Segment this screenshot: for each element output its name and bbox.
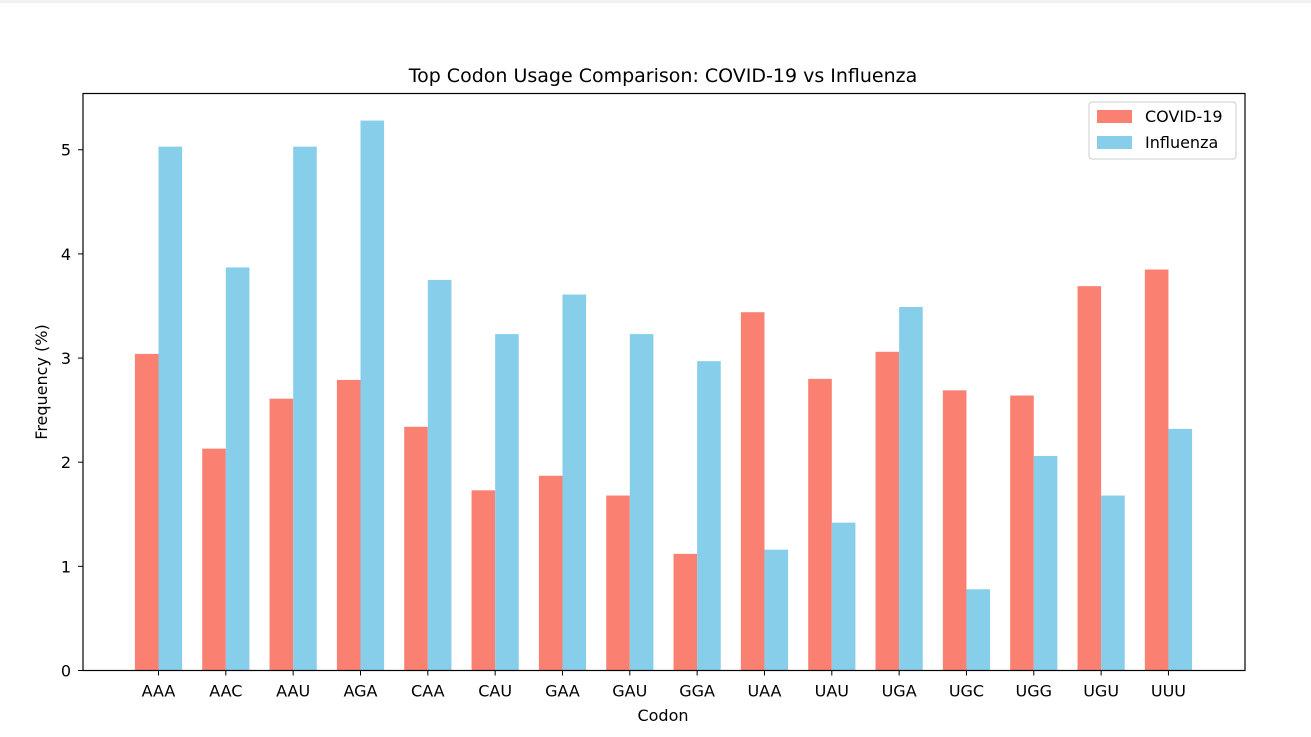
bar-covid-CAA xyxy=(404,426,428,671)
x-tick-label: GAA xyxy=(545,682,580,701)
x-tick-label: AAA xyxy=(142,682,176,701)
bars-group xyxy=(134,120,1193,671)
x-tick-label: UAA xyxy=(747,682,781,701)
bar-influenza-UGG xyxy=(1033,455,1058,671)
bar-influenza-UGC xyxy=(966,589,991,671)
x-tick-label: AGA xyxy=(343,682,377,701)
bar-covid-GGA xyxy=(673,553,698,671)
x-tick-label: UGG xyxy=(1016,682,1053,701)
bar-influenza-AAC xyxy=(225,267,250,671)
x-tick-label: CAA xyxy=(411,682,445,701)
y-tick-label: 1 xyxy=(61,557,71,576)
bar-influenza-GGA xyxy=(697,361,721,671)
x-tick-label: UAU xyxy=(815,682,849,701)
window-top-strip xyxy=(0,0,1311,3)
x-tick-label: UGA xyxy=(882,682,917,701)
bar-influenza-UGA xyxy=(899,307,923,671)
legend-swatch-influenza xyxy=(1097,136,1132,149)
x-tick-label: AAC xyxy=(209,682,242,701)
bar-covid-UAU xyxy=(808,378,832,671)
bar-covid-UGC xyxy=(942,390,967,671)
y-tick-label: 5 xyxy=(61,141,71,160)
x-axis-label: Codon xyxy=(637,706,688,725)
bar-covid-AGA xyxy=(336,379,361,671)
bar-influenza-UAU xyxy=(831,522,856,671)
bar-covid-CAU xyxy=(471,490,496,671)
bar-influenza-UGU xyxy=(1101,495,1125,671)
x-tick-label: AAU xyxy=(276,682,310,701)
legend: COVID-19 Influenza xyxy=(1088,101,1237,160)
bar-covid-AAC xyxy=(202,448,226,671)
legend-label-influenza: Influenza xyxy=(1145,133,1218,152)
bar-covid-AAA xyxy=(134,353,159,671)
x-tick-label: UGC xyxy=(949,682,984,701)
y-axis-label: Frequency (%) xyxy=(32,324,51,439)
bar-influenza-UUU xyxy=(1168,428,1193,671)
bar-influenza-UAA xyxy=(764,549,789,671)
x-tick-label: UGU xyxy=(1083,682,1119,701)
bar-covid-UGU xyxy=(1077,286,1102,671)
bar-covid-GAA xyxy=(538,475,563,671)
bar-covid-AAU xyxy=(269,398,294,671)
x-axis-ticks: AAA AAC AAU AGA CAA CAU GAA GAU GGA UAA UAU UGA UGC U… xyxy=(142,670,1186,701)
bar-influenza-CAU xyxy=(495,334,519,671)
bar-influenza-CAA xyxy=(427,279,452,671)
bar-influenza-AAU xyxy=(293,146,317,671)
bar-covid-UGG xyxy=(1010,395,1034,671)
bar-covid-UAA xyxy=(740,312,765,671)
y-tick-label: 3 xyxy=(61,349,71,368)
bar-covid-UGA xyxy=(875,351,900,671)
y-tick-label: 4 xyxy=(61,245,71,264)
y-tick-label: 2 xyxy=(61,453,71,472)
x-tick-label: GGA xyxy=(679,682,715,701)
bar-influenza-GAA xyxy=(562,294,587,671)
x-tick-label: UUU xyxy=(1151,682,1186,701)
bar-influenza-AAA xyxy=(158,146,183,671)
y-tick-label: 0 xyxy=(61,662,71,681)
chart-title: Top Codon Usage Comparison: COVID-19 vs … xyxy=(408,65,918,87)
legend-swatch-covid xyxy=(1097,110,1132,123)
bar-covid-GAU xyxy=(606,495,630,671)
bar-influenza-GAU xyxy=(629,334,654,671)
y-axis-ticks: 0 1 2 3 4 5 xyxy=(61,141,83,681)
legend-label-covid: COVID-19 xyxy=(1145,107,1223,126)
bar-covid-UUU xyxy=(1144,269,1169,671)
plot-frame xyxy=(82,92,1246,672)
x-tick-label: GAU xyxy=(612,682,647,701)
bar-influenza-AGA xyxy=(360,120,385,671)
x-tick-label: CAU xyxy=(478,682,512,701)
